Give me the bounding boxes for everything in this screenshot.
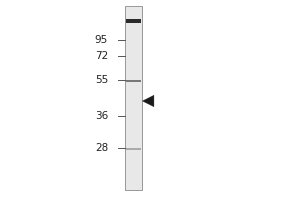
Bar — [125, 6, 142, 190]
Text: 95: 95 — [95, 35, 108, 45]
Bar — [126, 148, 141, 150]
Text: 72: 72 — [95, 51, 108, 61]
Text: 55: 55 — [95, 75, 108, 85]
Text: 36: 36 — [95, 111, 108, 121]
Polygon shape — [142, 95, 154, 107]
Bar — [126, 19, 141, 23]
Text: 28: 28 — [95, 143, 108, 153]
Bar — [126, 80, 141, 82]
